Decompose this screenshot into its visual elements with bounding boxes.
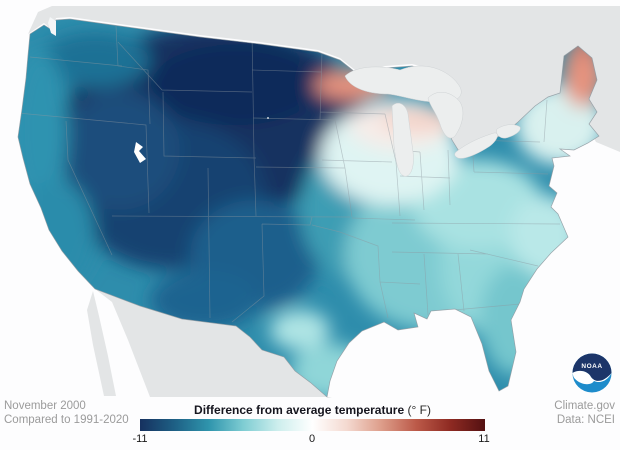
baja-california-landmass bbox=[87, 291, 116, 396]
noaa-logo-text: NOAA bbox=[581, 363, 602, 370]
lake-erie bbox=[454, 132, 498, 159]
mexico-landmass bbox=[95, 289, 332, 398]
small-lake-dot bbox=[267, 117, 269, 119]
great-salt-lake bbox=[134, 142, 146, 163]
colorbar-tick-mid: 0 bbox=[308, 433, 316, 445]
legend-unit: (° F) bbox=[407, 403, 431, 417]
noaa-logo: NOAA bbox=[572, 353, 612, 393]
great-lakes bbox=[344, 65, 521, 177]
puget-sound bbox=[48, 17, 56, 36]
state-borders bbox=[18, 25, 561, 323]
colorbar-tick-min: -11 bbox=[132, 433, 148, 445]
caption-source-site: Climate.gov bbox=[554, 400, 615, 412]
lake-ontario bbox=[496, 124, 521, 139]
caption-source-data: Data: NCEI bbox=[556, 413, 615, 426]
colorbar-gradient bbox=[140, 419, 485, 431]
caption-period: November 2000 bbox=[4, 400, 86, 412]
canada-landmass bbox=[28, 6, 620, 158]
legend-title-text: Difference from average temperature bbox=[194, 403, 405, 417]
caption-baseline: Compared to 1991-2020 bbox=[4, 413, 129, 426]
colorbar-tick-max: 11 bbox=[478, 433, 490, 445]
lake-michigan bbox=[391, 103, 414, 177]
map-caption-left: November 2000 Compared to 1991-2020 bbox=[4, 400, 129, 427]
lake-huron bbox=[427, 91, 464, 139]
legend-title: Difference from average temperature (° F… bbox=[140, 403, 485, 417]
lake-superior bbox=[344, 65, 462, 103]
map-caption-right: Climate.gov Data: NCEI bbox=[554, 400, 615, 427]
